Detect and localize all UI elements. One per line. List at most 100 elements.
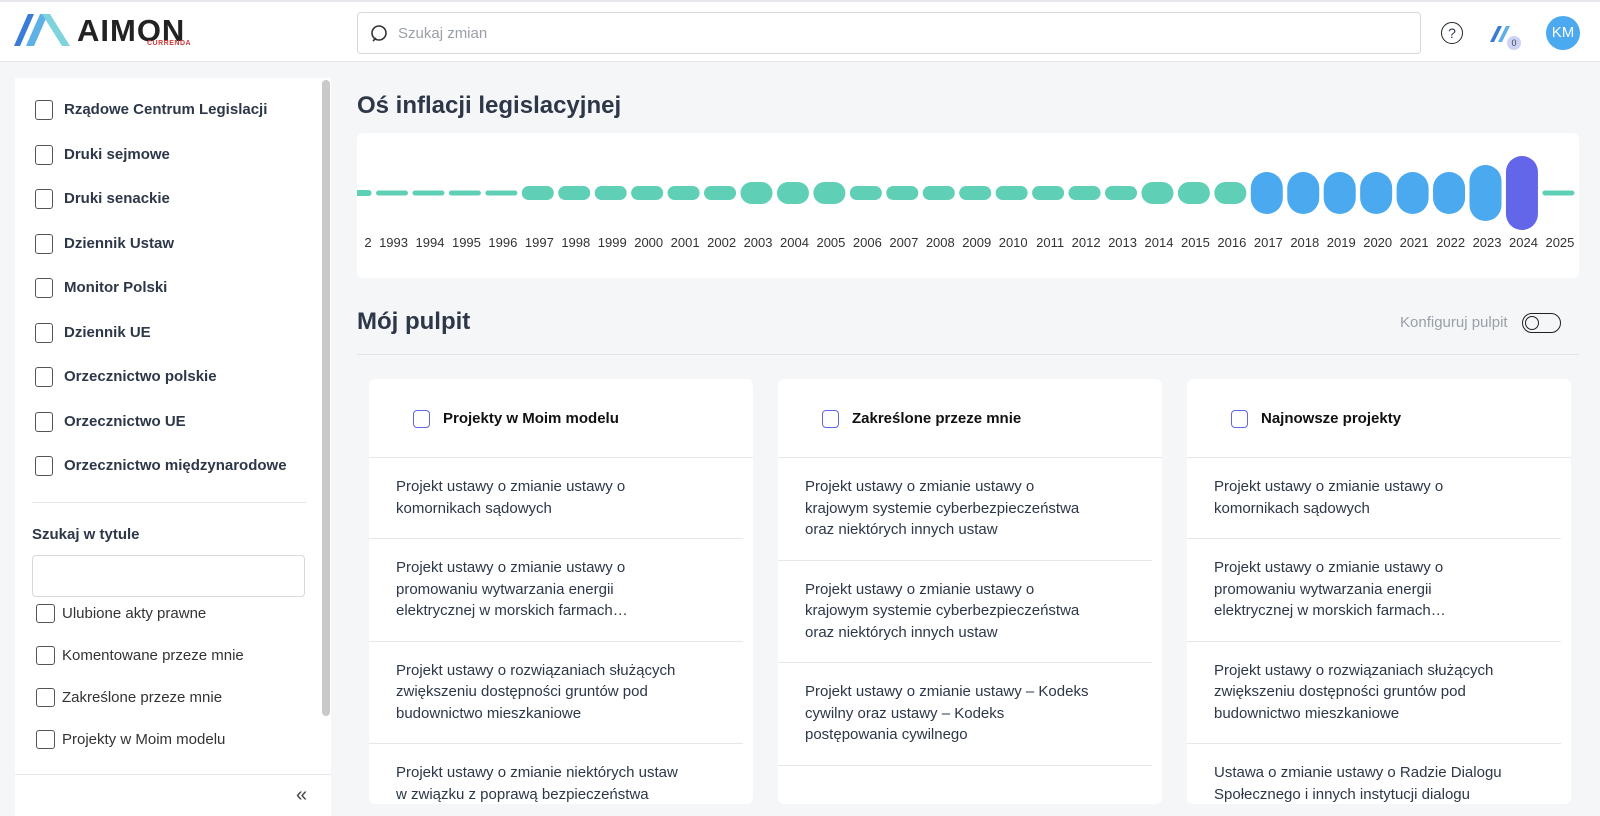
menu-item[interactable]: Orzecznictwo polskie <box>64 368 217 385</box>
badge: 0 <box>1507 36 1521 50</box>
year-label[interactable]: 2016 <box>1217 235 1246 250</box>
year-pill <box>1214 182 1247 204</box>
card-header: Projekty w Moim modelu <box>369 379 753 458</box>
year-label[interactable]: 2007 <box>889 235 918 250</box>
card-icon <box>1231 410 1248 428</box>
menu-item[interactable]: Druki senackie <box>64 190 170 207</box>
year-label[interactable]: 2002 <box>707 235 736 250</box>
collapse-button[interactable]: « <box>296 784 308 806</box>
search-icon <box>371 25 387 42</box>
card-item[interactable]: Projekt ustawy o rozwiązaniach służących… <box>1187 642 1561 744</box>
card: Projekty w Moim modelu Projekt ustawy o z… <box>369 379 753 804</box>
checkbox[interactable] <box>36 604 55 623</box>
menu-item[interactable]: Dziennik Ustaw <box>64 234 175 252</box>
year-label[interactable]: 1995 <box>452 235 481 250</box>
year-pill <box>558 186 591 200</box>
year-label[interactable]: 1996 <box>488 235 517 250</box>
sidebar: Rządowe Centrum Legislacji Druki sejmowe D… <box>15 78 331 816</box>
menu-icon <box>35 233 53 254</box>
year-label[interactable]: 2011 <box>1036 235 1064 250</box>
year-label[interactable]: 2004 <box>780 235 809 250</box>
menu-icon <box>35 367 53 387</box>
year-label[interactable]: 2022 <box>1436 235 1465 250</box>
menu-item[interactable]: Dziennik UE <box>64 323 151 341</box>
year-pill <box>922 186 955 200</box>
avatar[interactable]: KM <box>1546 16 1580 50</box>
logo: AIMON <box>77 13 186 48</box>
year-pill <box>1287 172 1320 214</box>
card-item[interactable]: Projekt ustawy o zmianie ustawy o krajow… <box>778 458 1152 561</box>
menu-icon <box>35 456 53 476</box>
year-pill <box>959 186 992 200</box>
year-label[interactable]: 2024 <box>1509 235 1538 250</box>
year-label[interactable]: 2020 <box>1363 235 1392 250</box>
card-header: Zakreślone przeze mnie <box>778 379 1162 458</box>
menu-item[interactable]: Orzecznictwo UE <box>64 412 186 430</box>
help-button[interactable]: ? <box>1441 22 1463 44</box>
year-label[interactable]: 2019 <box>1327 235 1356 250</box>
divider <box>357 354 1579 355</box>
logo-sub: CURRENDA <box>147 40 192 47</box>
card-item[interactable]: Projekt ustawy o zmianie ustawy o promow… <box>369 539 743 642</box>
year-label[interactable]: 2018 <box>1290 235 1319 250</box>
search-box[interactable]: Szukaj zmian <box>357 12 1421 54</box>
year-label[interactable]: 2003 <box>744 235 773 250</box>
card-item[interactable]: Projekt ustawy o zmianie ustawy o krajow… <box>778 561 1152 663</box>
year-label[interactable]: 2017 <box>1254 235 1283 250</box>
year-label[interactable]: 1997 <box>525 235 554 250</box>
card-item[interactable]: Projekt ustawy o rozwiązaniach służących… <box>369 642 743 744</box>
year-label[interactable]: 2001 <box>671 235 700 250</box>
menu-item[interactable]: Druki sejmowe <box>64 145 170 163</box>
card-item[interactable]: Projekt ustawy o zmianie ustawy o promow… <box>1187 539 1561 642</box>
year-pill <box>704 186 737 200</box>
card-item[interactable]: Projekt ustawy o zmianie ustawy o komorn… <box>369 458 743 539</box>
card-icon <box>413 410 430 428</box>
checkbox[interactable] <box>36 688 55 707</box>
year-label[interactable]: 2010 <box>999 235 1028 250</box>
year-label[interactable]: 2023 <box>1473 235 1502 250</box>
menu-item[interactable]: Monitor Polski <box>64 279 168 296</box>
card-item[interactable]: Projekt ustawy o zmianie ustawy o komorn… <box>1187 458 1561 539</box>
year-label[interactable]: 2008 <box>926 235 955 250</box>
year-label[interactable]: 2012 <box>1072 235 1101 250</box>
year-label[interactable]: 2005 <box>816 235 845 250</box>
divider <box>15 774 331 775</box>
item-text: Projekt ustawy o zmianie ustawy o krajow… <box>805 478 1080 538</box>
year-label[interactable]: 1999 <box>598 235 627 250</box>
logo-mark <box>14 14 70 46</box>
year-label[interactable]: 2013 <box>1108 235 1137 250</box>
year-label[interactable]: 2025 <box>1545 235 1574 250</box>
item-text: Projekt ustawy o zmianie ustawy o promow… <box>396 559 628 619</box>
year-label[interactable]: 2021 <box>1400 235 1429 250</box>
year-label[interactable]: 2015 <box>1181 235 1210 250</box>
menu-item[interactable]: Rządowe Centrum Legislacji <box>64 101 268 118</box>
checkbox[interactable] <box>36 646 55 665</box>
checkbox[interactable] <box>36 730 55 749</box>
search-placeholder: Szukaj zmian <box>398 25 488 42</box>
scrollbar <box>322 80 330 716</box>
year-label[interactable]: 2009 <box>962 235 991 250</box>
card-icon <box>822 410 839 428</box>
year-pill <box>1068 186 1101 200</box>
card-item[interactable]: Ustawa o zmianie ustawy o Radzie Dialogu… <box>1187 744 1561 804</box>
year-label[interactable]: 2000 <box>634 235 663 250</box>
card-item[interactable]: Projekt ustawy o zmianie niektórych usta… <box>369 744 743 804</box>
year-label[interactable]: 1994 <box>416 235 445 250</box>
card-title: Najnowsze projekty <box>1261 410 1402 427</box>
year-pill <box>1032 186 1065 200</box>
configure-toggle[interactable] <box>1522 313 1561 333</box>
card-item[interactable]: Projekt ustawy o zmianie ustawy – Kodeks… <box>778 663 1152 766</box>
year-label[interactable]: 2 <box>364 235 371 250</box>
menu-item[interactable]: Orzecznictwo międzynarodowe <box>64 457 287 474</box>
search-label: Szukaj w tytule <box>32 526 140 543</box>
year-pill <box>849 186 882 200</box>
year-label[interactable]: 2006 <box>853 235 882 250</box>
year-label[interactable]: 1998 <box>561 235 590 250</box>
year-label[interactable]: 2014 <box>1145 235 1174 250</box>
title-input[interactable] <box>32 555 305 597</box>
year-label[interactable]: 1993 <box>379 235 408 250</box>
notifications-icon[interactable] <box>1490 24 1516 44</box>
card-title: Projekty w Moim modelu <box>443 410 619 427</box>
item-text: Ustawa o zmianie ustawy o Radzie Dialogu… <box>1214 764 1502 803</box>
